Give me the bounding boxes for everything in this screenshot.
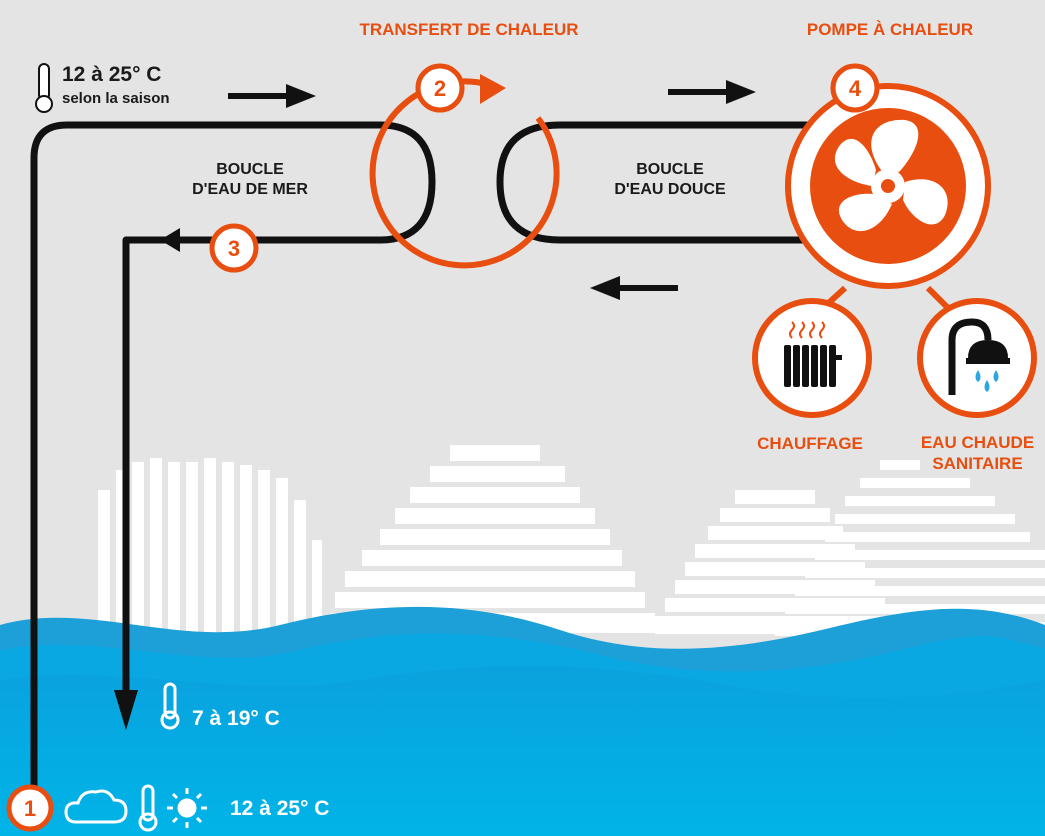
svg-text:3: 3 — [228, 236, 240, 261]
heat-transfer-title: TRANSFERT DE CHALEUR — [359, 20, 579, 39]
svg-text:4: 4 — [849, 76, 862, 101]
sea — [0, 606, 1045, 836]
sun-icon — [167, 788, 207, 828]
fresh-water-loop-line2: D'EAU DOUCE — [614, 181, 726, 198]
step-badge-3: 3 — [209, 223, 259, 273]
heat-transfer-circle — [369, 78, 560, 269]
sea-outlet-temperature: 7 à 19° C — [192, 707, 280, 730]
return-left-arrow — [160, 228, 180, 252]
sea-outlet-arrow — [114, 690, 138, 730]
flow-arrows — [228, 80, 756, 300]
hot-water-line1: EAU CHAUDE — [920, 433, 1035, 452]
step-badge-2: 2 — [415, 63, 465, 113]
radiator-icon — [784, 321, 842, 387]
sea-water-loop — [30, 121, 436, 820]
sea-water-loop-label: BOUCLE D'EAU DE MER — [150, 160, 350, 200]
sea-inlet-temperature: 12 à 25° C — [230, 797, 330, 820]
svg-text:2: 2 — [434, 76, 446, 101]
fresh-water-loop — [496, 121, 824, 244]
step-badge-1: 1 — [6, 784, 54, 832]
fresh-water-loop-label: BOUCLE D'EAU DOUCE — [580, 160, 760, 200]
fan-icon — [834, 119, 948, 232]
thermometer-icon — [160, 682, 180, 730]
top-temperature: 12 à 25° C — [62, 63, 162, 86]
heating-label: CHAUFFAGE — [757, 434, 863, 453]
heat-transfer-arrowhead — [480, 74, 506, 104]
step-badge-4: 4 — [830, 63, 880, 113]
shower-icon — [948, 318, 1010, 395]
heat-pump-title: POMPE À CHALEUR — [806, 20, 974, 39]
sea-water-loop-line2: D'EAU DE MER — [192, 181, 308, 198]
heating-unit — [752, 298, 872, 418]
hot-water-label: EAU CHAUDE SANITAIRE — [910, 432, 1045, 475]
fresh-water-loop-line1: BOUCLE — [636, 161, 704, 178]
thermometer-icon — [35, 63, 53, 113]
cloud-icon — [64, 789, 128, 824]
svg-text:1: 1 — [24, 796, 36, 821]
hot-water-line2: SANITAIRE — [932, 454, 1023, 474]
season-note: selon la saison — [62, 90, 170, 107]
city-silhouette — [98, 445, 1045, 640]
heat-pump — [785, 83, 991, 321]
hot-water-unit — [917, 298, 1037, 418]
thermometer-icon — [138, 784, 158, 832]
sea-water-loop-line1: BOUCLE — [216, 161, 284, 178]
sea-intake-pipe — [30, 121, 436, 820]
